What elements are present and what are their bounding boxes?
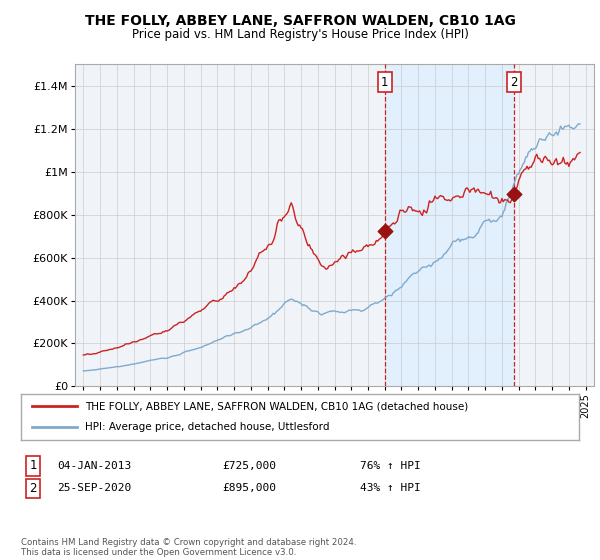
Text: 2: 2: [511, 76, 518, 88]
Point: [380, 226, 389, 235]
Text: HPI: Average price, detached house, Uttlesford: HPI: Average price, detached house, Uttl…: [85, 422, 329, 432]
Text: 25-SEP-2020: 25-SEP-2020: [57, 483, 131, 493]
Text: 76% ↑ HPI: 76% ↑ HPI: [360, 461, 421, 471]
Text: THE FOLLY, ABBEY LANE, SAFFRON WALDEN, CB10 1AG: THE FOLLY, ABBEY LANE, SAFFRON WALDEN, C…: [85, 14, 515, 28]
Text: 04-JAN-2013: 04-JAN-2013: [57, 461, 131, 471]
Text: 1: 1: [381, 76, 389, 88]
Text: THE FOLLY, ABBEY LANE, SAFFRON WALDEN, CB10 1AG (detached house): THE FOLLY, ABBEY LANE, SAFFRON WALDEN, C…: [85, 401, 469, 411]
Text: Price paid vs. HM Land Registry's House Price Index (HPI): Price paid vs. HM Land Registry's House …: [131, 28, 469, 41]
Text: 1: 1: [29, 459, 37, 473]
Text: £725,000: £725,000: [222, 461, 276, 471]
Text: £895,000: £895,000: [222, 483, 276, 493]
Point: [509, 190, 519, 199]
Bar: [385, 64, 514, 386]
Text: Contains HM Land Registry data © Crown copyright and database right 2024.
This d: Contains HM Land Registry data © Crown c…: [21, 538, 356, 557]
Text: 43% ↑ HPI: 43% ↑ HPI: [360, 483, 421, 493]
Text: 2: 2: [29, 482, 37, 495]
